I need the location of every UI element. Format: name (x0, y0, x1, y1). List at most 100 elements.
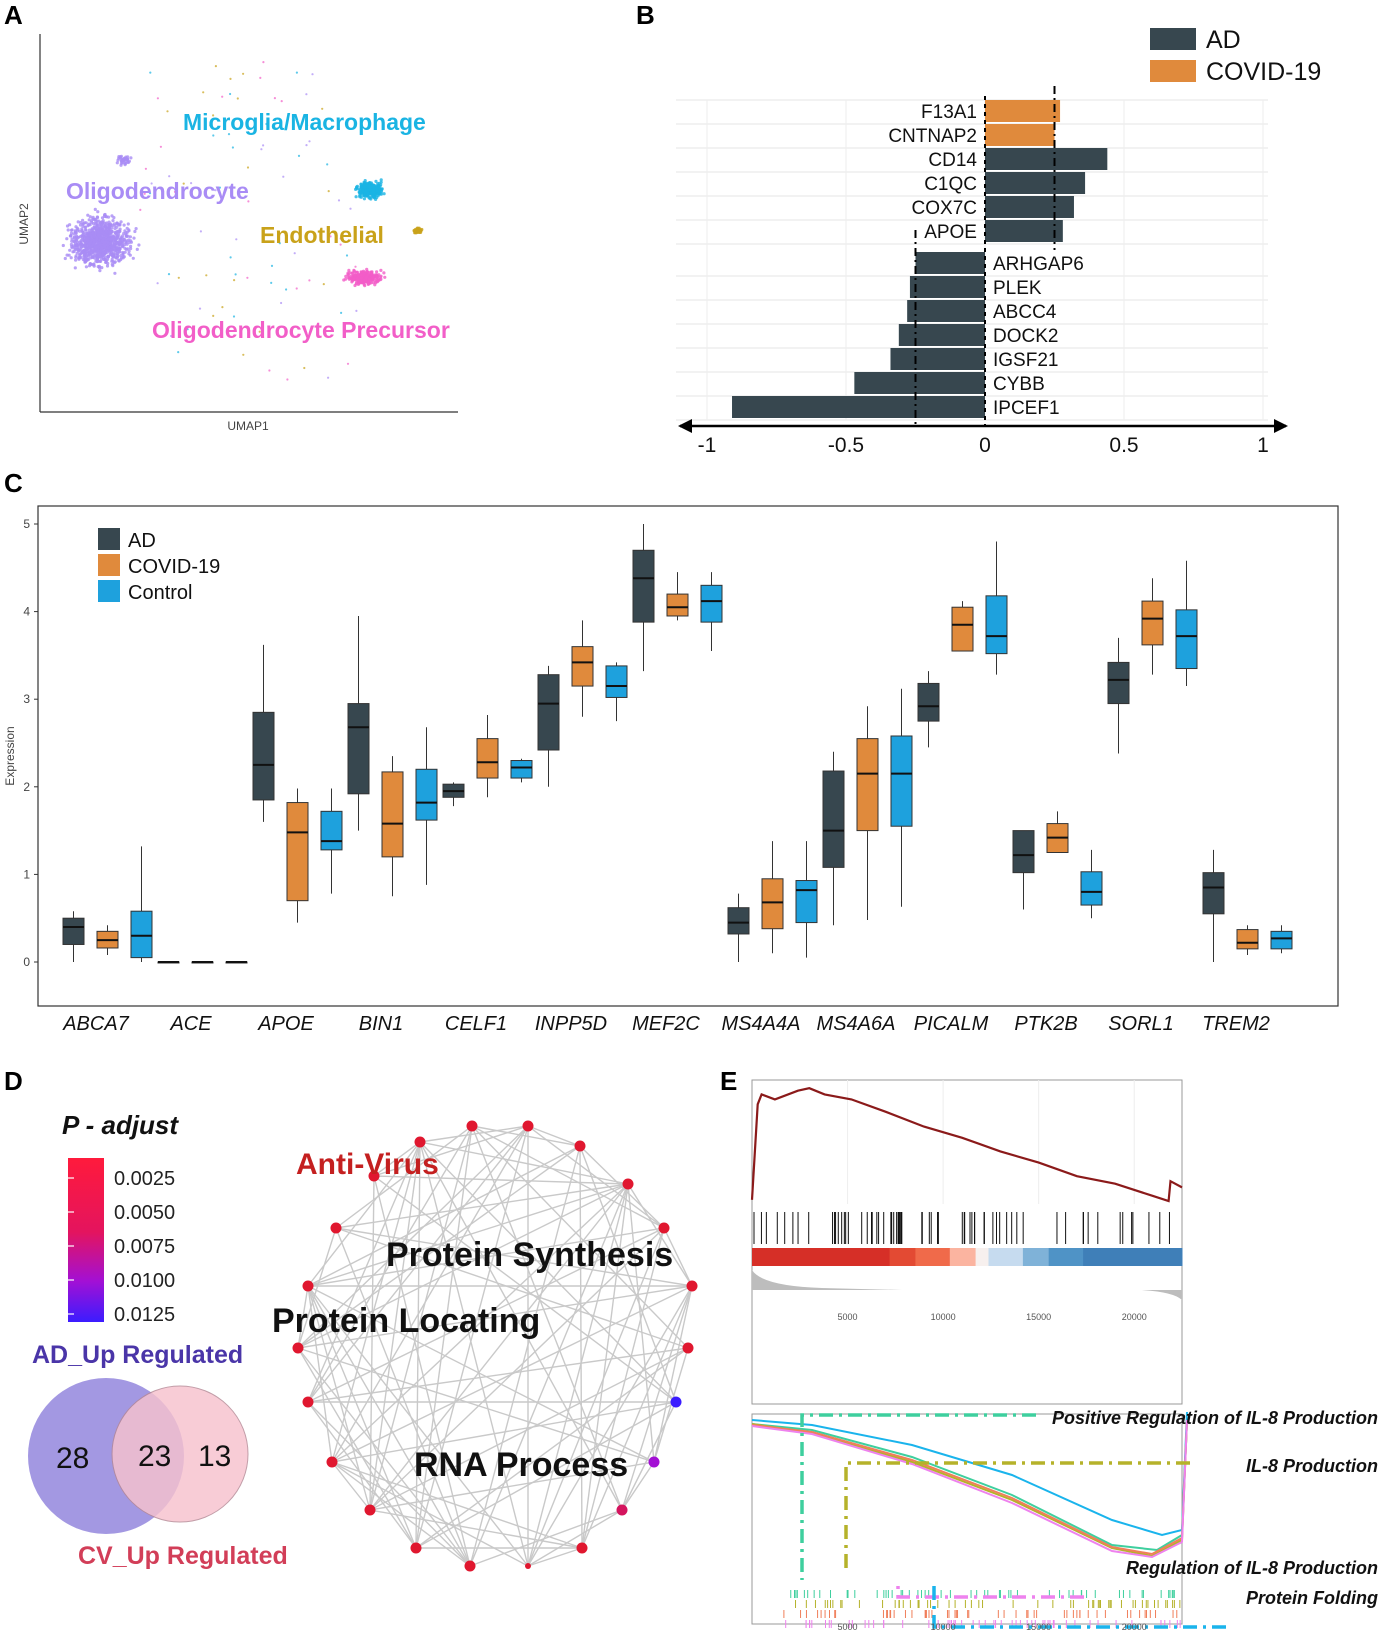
oligodendrocyte-cell (99, 259, 103, 263)
box-apoe-covid-19 (286, 788, 309, 923)
box-marks (62, 524, 1293, 964)
opc-cell (342, 278, 346, 282)
gsea-set-label: Regulation of IL-8 Production (1126, 1558, 1378, 1578)
box-trem2-covid-19 (1236, 925, 1259, 955)
network-edge (373, 1141, 421, 1177)
box (537, 674, 560, 751)
opc-cell (371, 277, 375, 281)
oligodendrocyte-cell (87, 246, 91, 250)
network-node (525, 1563, 531, 1569)
stray-cell (150, 182, 153, 185)
oligodendrocyte-cell (88, 241, 92, 245)
stray-cell (233, 279, 236, 282)
gsea-rank-band (975, 1248, 989, 1266)
oligodendrocyte-cell (102, 240, 106, 244)
box-abca7-control (130, 846, 153, 962)
microglia-cell (379, 178, 383, 182)
oligodendrocyte-cell (81, 230, 85, 234)
stray-cell (159, 145, 162, 148)
box-mef2c-ad (632, 524, 655, 672)
gsea-bottom-x-tick: 10000 (931, 1622, 956, 1630)
bar-apoe (985, 220, 1063, 242)
box (571, 646, 594, 687)
oligodendrocyte-cell (101, 253, 105, 257)
oligodendrocyte-cell (73, 266, 77, 270)
bar-dock2 (898, 324, 985, 346)
colorbar-title: P - adjust (62, 1110, 179, 1140)
network-edge (469, 1145, 581, 1567)
oligodendrocyte-cell (119, 220, 123, 224)
category-label-picalm: PICALM (914, 1013, 989, 1035)
network-node (682, 1342, 694, 1354)
oligodendrocyte-cell (106, 227, 110, 231)
network-edge (331, 1285, 693, 1463)
network-edge (419, 1141, 629, 1185)
oligodendrocyte-cell (128, 235, 132, 239)
box-apoe-ad (252, 644, 275, 822)
oligodendrocyte-cell (98, 243, 102, 247)
legend-swatch-ad (1150, 28, 1196, 50)
oligodendrocyte-cell (110, 254, 115, 258)
network-edge (621, 1401, 677, 1511)
stray-cell (268, 369, 271, 372)
box-celf1-covid-19 (476, 714, 499, 798)
network-edge (373, 1175, 629, 1185)
box (1270, 930, 1293, 950)
oligodendrocyte-cell (115, 161, 119, 165)
bar-label-plek: PLEK (993, 278, 1042, 299)
network-node (648, 1456, 660, 1468)
bar-label-cox7c: COX7C (912, 198, 977, 219)
network-edge (307, 1227, 665, 1287)
stray-cell (355, 309, 358, 312)
gsea-rank-band (1048, 1248, 1084, 1266)
oligodendrocyte-cell (93, 207, 97, 211)
cluster-label-endothelial: Endothelial (260, 222, 384, 248)
bar-label-cntnap2: CNTNAP2 (888, 126, 977, 147)
stray-cell (212, 134, 215, 137)
network-edge (297, 1347, 417, 1549)
box-ptk2b-control (1080, 849, 1103, 919)
bar-plek (909, 276, 985, 298)
oligodendrocyte-cell (85, 236, 90, 240)
opc-cell (364, 276, 368, 280)
y-tick-label: 0 (23, 955, 30, 969)
y-tick-label: 1 (23, 867, 30, 881)
opc-cell (366, 282, 371, 286)
colorbar-ticks: 0.0025 0.0050 0.0075 0.0100 0.0125 (68, 1168, 175, 1326)
network-edge (621, 1461, 655, 1511)
opc-cell (347, 268, 351, 272)
box-ms4a6a-control (890, 688, 913, 907)
network-edge (307, 1125, 473, 1403)
oligodendrocyte-cell (104, 260, 108, 264)
microglia-cell (377, 181, 381, 185)
oligodendrocyte-cell (116, 236, 120, 240)
oligodendrocyte-cell (96, 229, 100, 233)
stray-cell (149, 71, 152, 74)
gsea-top-x-tick: 15000 (1026, 1312, 1051, 1322)
oligodendrocyte-cell (126, 222, 130, 226)
opc-cell (359, 279, 363, 283)
oligodendrocyte-cell (94, 222, 98, 226)
oligodendrocyte-cell (68, 234, 72, 238)
stray-cell (198, 307, 202, 310)
network-edge (307, 1285, 471, 1567)
box (62, 917, 85, 945)
network-edge (307, 1141, 421, 1287)
stray-cell (339, 243, 342, 246)
network-edge (369, 1183, 629, 1511)
gsea-top-x-tick: 20000 (1122, 1312, 1147, 1322)
bar-label-c1qc: C1QC (924, 174, 977, 195)
stray-cell (278, 242, 281, 245)
oligodendrocyte-cell (90, 220, 94, 225)
box (856, 738, 879, 832)
opc-cell (369, 281, 373, 285)
network-node (410, 1542, 422, 1554)
gsea-set-curve (751, 1419, 1188, 1558)
box (822, 770, 845, 868)
oligodendrocyte-cell (68, 223, 72, 227)
box-categories: ABCA7 ACE APOE BIN1 CELF1 INPP5D MEF2C MS4A4A MS… (62, 1013, 1270, 1035)
category-label-apoe: APOE (257, 1013, 314, 1035)
oligodendrocyte-cell (69, 256, 73, 260)
colorbar-tick-label: 0.0125 (114, 1304, 175, 1326)
oligodendrocyte-cell (129, 156, 133, 160)
